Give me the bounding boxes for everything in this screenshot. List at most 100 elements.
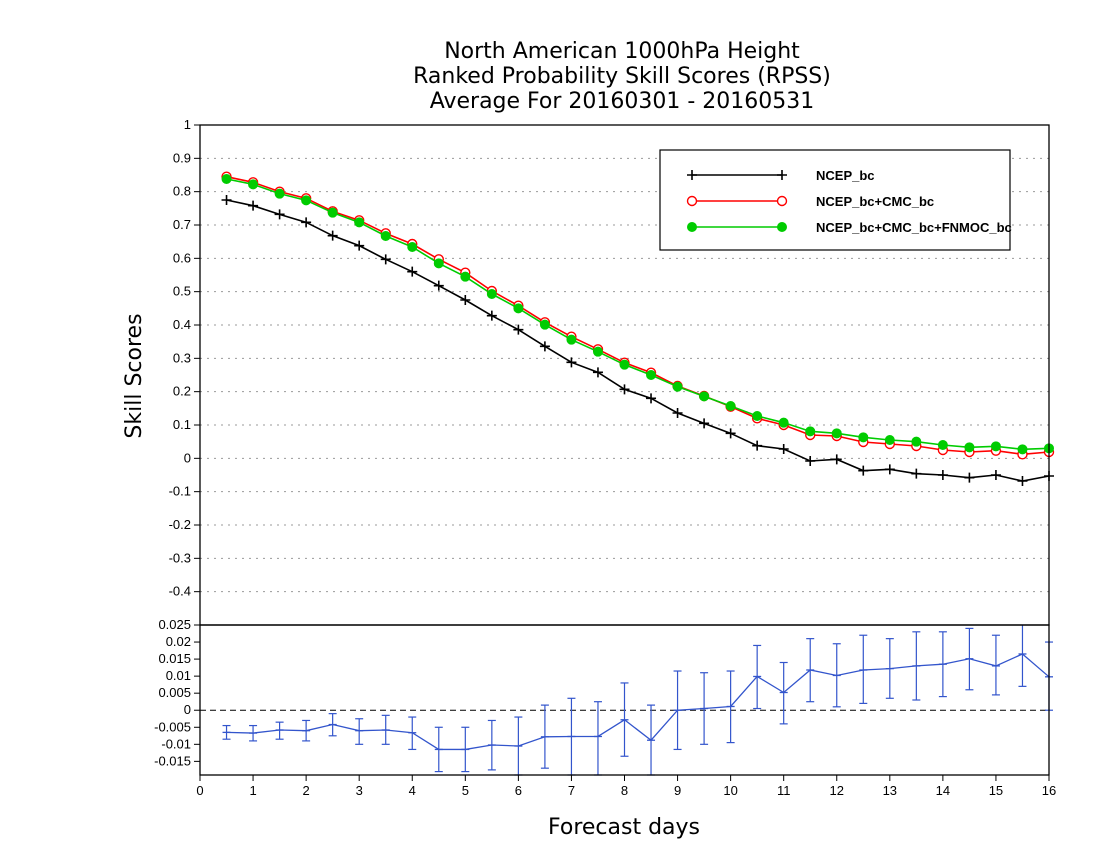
x-tick-label: 0 [196, 783, 203, 798]
data-point [911, 436, 922, 447]
data-point [274, 209, 285, 220]
data-point [248, 179, 259, 190]
y-tick-label: 0.005 [158, 685, 191, 700]
y-tick-label: -0.4 [169, 584, 191, 599]
data-point [513, 324, 524, 335]
data-point [380, 231, 391, 241]
y-tick-label: 0.02 [166, 634, 191, 649]
data-point [539, 319, 550, 330]
y-tick-label: 0.8 [173, 184, 191, 199]
data-point [301, 217, 312, 228]
x-tick-label: 16 [1042, 783, 1056, 798]
x-tick-label: 4 [409, 783, 416, 798]
x-tick-label: 5 [462, 783, 469, 798]
data-point [699, 391, 710, 402]
data-point [725, 401, 736, 411]
data-point [805, 456, 816, 466]
data-point [884, 435, 895, 445]
chart-title-line: Average For 20160301 - 20160531 [430, 89, 815, 114]
y-tick-label: 1 [184, 117, 191, 132]
data-point [592, 346, 603, 357]
axis-ticks: -0.4 -0.3 -0.2 -0.1 0 0.1 0.2 0.3 0.4 0.5 0.6 0.7 0.… [154, 117, 1056, 798]
data-point [566, 357, 577, 368]
legend-label: NCEP_bc+CMC_bc [816, 194, 934, 209]
x-tick-label: 13 [883, 783, 897, 798]
data-point [460, 295, 471, 305]
data-point [407, 242, 418, 252]
x-tick-label: 7 [568, 783, 575, 798]
data-point [752, 440, 763, 451]
x-tick-label: 8 [621, 783, 628, 798]
bottom-panel-series [222, 625, 1053, 776]
data-point [221, 195, 232, 205]
legend-marker [687, 222, 697, 232]
y-tick-label: 0.5 [173, 284, 191, 299]
legend-marker [686, 195, 698, 207]
data-point [778, 444, 789, 454]
data-point [672, 408, 683, 418]
y-tick-label: 0.2 [173, 384, 191, 399]
data-point [301, 195, 312, 206]
legend-marker [776, 195, 788, 207]
legend-label: NCEP_bc [816, 168, 875, 183]
data-point [1017, 476, 1028, 486]
data-point [327, 207, 338, 218]
x-tick-label: 15 [989, 783, 1003, 798]
y-tick-label: 0.6 [173, 250, 191, 265]
data-point [513, 303, 524, 314]
legend-marker [687, 170, 697, 180]
data-point [805, 426, 816, 437]
data-point [486, 310, 497, 321]
data-point [964, 442, 975, 453]
data-point [646, 393, 657, 404]
y-tick-label: 0.01 [166, 668, 191, 683]
data-point [619, 359, 630, 370]
x-tick-label: 6 [515, 783, 522, 798]
y-tick-label: -0.3 [169, 550, 191, 565]
data-point [752, 411, 763, 421]
data-point [672, 381, 683, 392]
y-tick-label: -0.015 [154, 753, 191, 768]
data-point [380, 254, 391, 265]
data-point [990, 441, 1001, 452]
x-axis-label: Forecast days [548, 815, 700, 840]
y-tick-label: -0.005 [154, 719, 191, 734]
data-point [539, 341, 550, 352]
top-panel-series [221, 171, 1055, 486]
y-tick-label: 0 [184, 702, 191, 717]
data-point [778, 417, 789, 428]
y-tick-label: 0.025 [158, 617, 191, 632]
x-tick-label: 1 [249, 783, 256, 798]
data-point [327, 230, 338, 241]
chart-title-line: Ranked Probability Skill Scores (RPSS) [413, 64, 831, 89]
data-point [486, 289, 497, 299]
y-axis-label: Skill Scores [122, 313, 147, 438]
y-tick-label: -0.2 [169, 517, 191, 532]
legend-box [659, 149, 1011, 251]
x-tick-label: 3 [356, 783, 363, 798]
x-tick-label: 12 [830, 783, 844, 798]
data-point [699, 418, 710, 429]
data-point [248, 200, 259, 211]
data-point [911, 468, 922, 479]
x-tick-label: 14 [936, 783, 950, 798]
data-point [221, 174, 232, 184]
y-tick-label: 0.1 [173, 417, 191, 432]
data-point [964, 472, 975, 483]
y-tick-label: 0.9 [173, 150, 191, 165]
legend-label: NCEP_bc+CMC_bc+FNMOC_bc [816, 220, 1012, 235]
legend: NCEP_bc NCEP_bc+CMC_bc NCEP_bc+CMC_bc+FNMO… [659, 149, 1012, 251]
data-point [1017, 444, 1028, 455]
x-tick-label: 2 [303, 783, 310, 798]
data-point [990, 470, 1001, 480]
data-point [460, 271, 471, 282]
data-point [407, 266, 418, 277]
y-tick-label: 0.7 [173, 217, 191, 232]
y-tick-label: 0 [184, 450, 191, 465]
data-point [619, 384, 630, 395]
data-point [831, 454, 842, 465]
data-point [858, 465, 869, 476]
data-point [937, 440, 948, 450]
